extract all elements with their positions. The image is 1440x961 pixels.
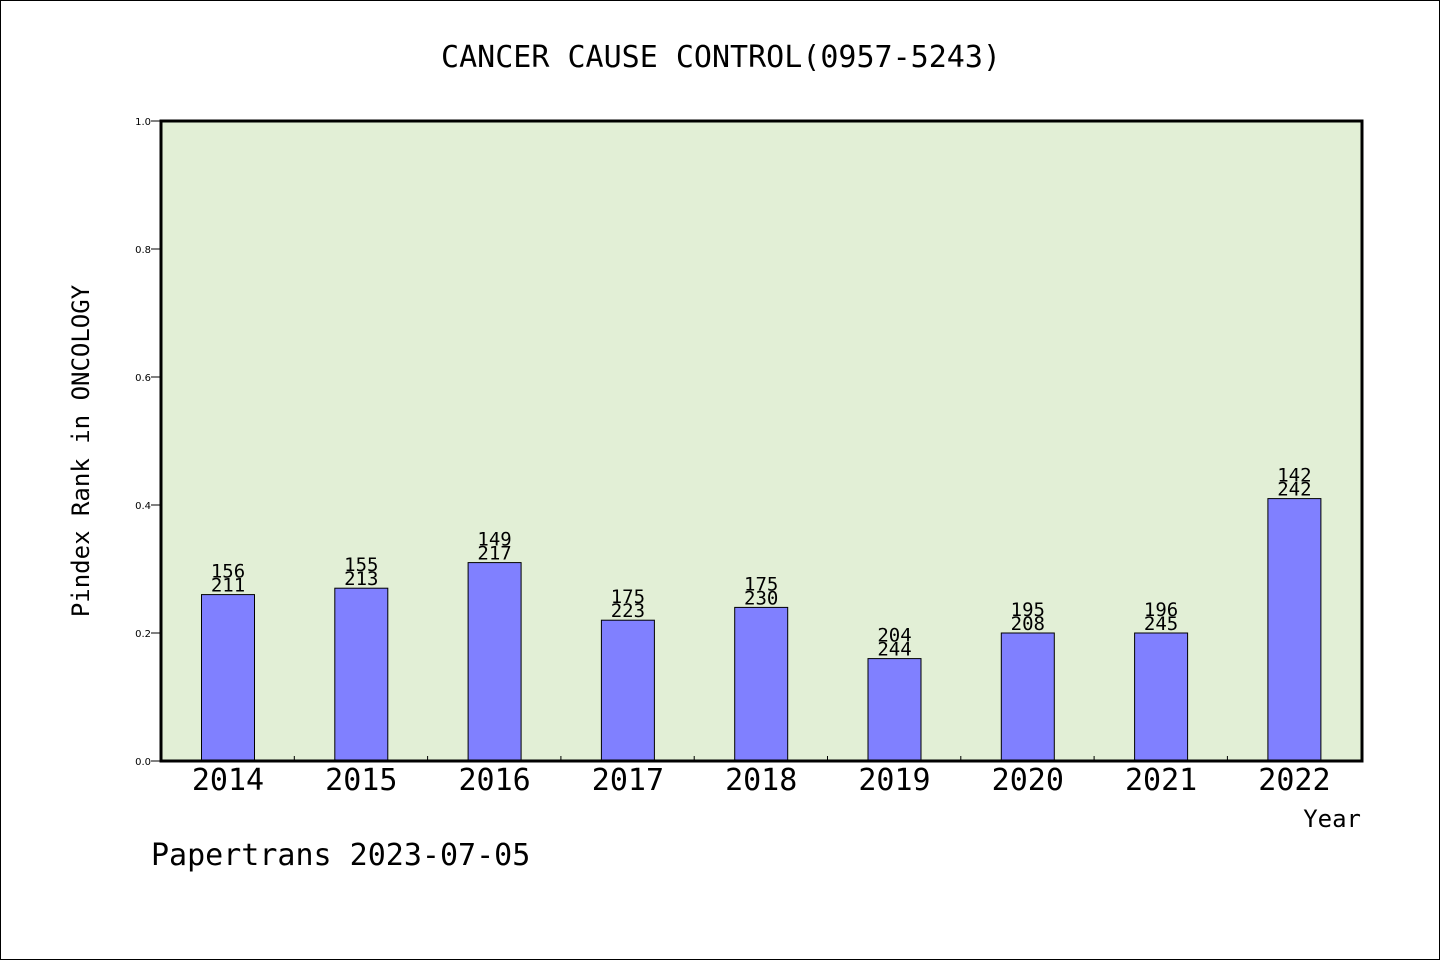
x-tick-label: 2017 [592,763,664,798]
x-axis-label: Year [1303,805,1361,833]
y-tick-label: 1.0 [135,117,151,128]
bar [467,562,522,762]
x-axis: 2014 2015 2016 2017 2018 2019 2020 2021 2022 [192,756,1331,798]
y-tick-label: 0.4 [135,501,151,512]
bar-label-bottom: 223 [611,600,645,622]
x-tick-label: 2015 [325,763,397,798]
y-tick-label: 0.0 [135,757,151,768]
x-tick-label: 2019 [858,763,930,798]
bar [1134,632,1189,762]
bar-label-bottom: 245 [1144,613,1178,635]
data-labels: 1562111552131492171752231752302042441952… [211,465,1312,661]
x-tick-label: 2016 [458,763,530,798]
bar-label-top: 149 [477,529,511,551]
footer-credit: Papertrans 2023-07-05 [151,838,530,873]
bar-label-top: 175 [611,586,645,608]
y-tick-label: 0.8 [135,245,151,256]
bar [1267,498,1322,762]
bar [734,606,789,762]
bar [867,658,922,762]
x-tick-label: 2020 [992,763,1064,798]
bar-label-top: 175 [744,573,778,595]
y-axis: 0.0 0.2 0.4 0.6 0.8 1.0 [135,117,161,768]
bar [600,619,655,762]
x-tick-label: 2022 [1258,763,1330,798]
bar [1000,632,1055,762]
bar-label-bottom: 213 [344,568,378,590]
plot-border [159,119,1364,763]
bar-label-bottom: 211 [211,575,245,597]
bar-label-top: 204 [877,625,911,647]
bar-label-top: 196 [1144,599,1178,621]
bar-label-bottom: 208 [1011,613,1045,635]
x-tick-label: 2021 [1125,763,1197,798]
bar-label-bottom: 242 [1277,479,1311,501]
bar [334,587,389,762]
bar [201,594,255,762]
x-tick-label: 2014 [192,763,264,798]
bar-series [201,498,1322,762]
bar-label-top: 155 [344,554,378,576]
y-tick-label: 0.6 [135,373,151,384]
bar-label-top: 156 [211,561,245,583]
bar-label-top: 142 [1277,465,1311,487]
chart-title: CANCER CAUSE CONTROL(0957-5243) [441,40,1001,75]
x-tick-label: 2018 [725,763,797,798]
bar-label-bottom: 244 [877,639,911,661]
y-tick-label: 0.2 [135,629,151,640]
bar-label-top: 195 [1011,599,1045,621]
y-axis-label: Pindex Rank in ONCOLOGY [67,284,95,617]
bar-label-bottom: 230 [744,587,778,609]
bar-label-bottom: 217 [477,543,511,565]
